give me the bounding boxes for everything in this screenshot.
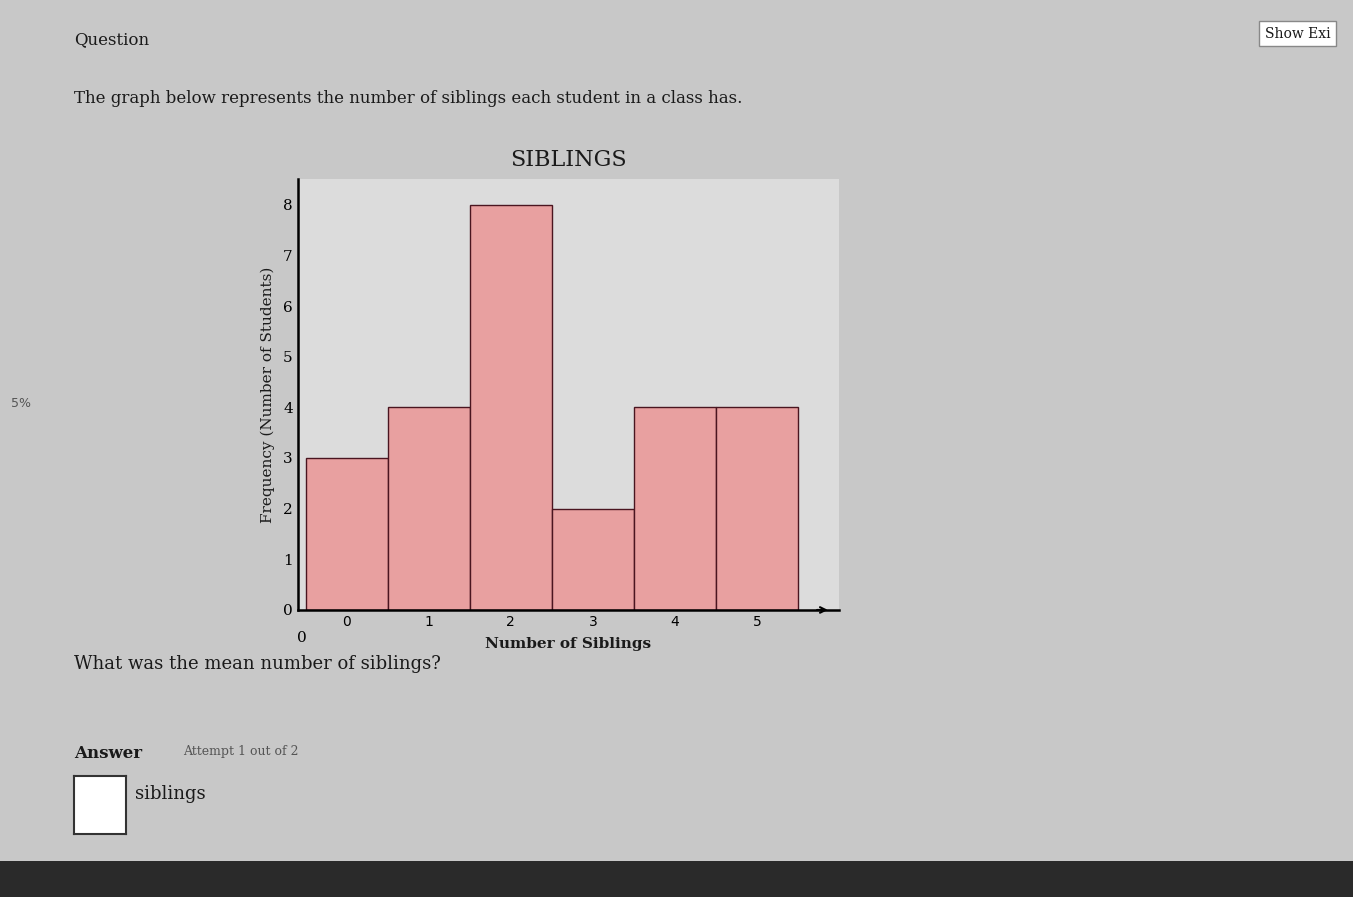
Bar (552, 509, 633, 610)
Text: Show Exi: Show Exi (1265, 27, 1331, 41)
Y-axis label: Frequency (Number of Students): Frequency (Number of Students) (260, 266, 275, 523)
Text: Attempt 1 out of 2: Attempt 1 out of 2 (183, 745, 298, 757)
Text: What was the mean number of siblings?: What was the mean number of siblings? (74, 655, 441, 673)
Bar (388, 407, 469, 610)
Text: 0: 0 (296, 631, 307, 645)
Text: siblings: siblings (135, 785, 206, 803)
Text: Question: Question (74, 31, 150, 48)
Bar (306, 458, 388, 610)
Title: SIBLINGS: SIBLINGS (510, 149, 626, 170)
Bar (716, 407, 798, 610)
Text: 5%: 5% (11, 397, 31, 410)
Text: Answer: Answer (74, 745, 142, 762)
Bar (633, 407, 716, 610)
Text: The graph below represents the number of siblings each student in a class has.: The graph below represents the number of… (74, 90, 743, 107)
X-axis label: Number of Siblings: Number of Siblings (486, 637, 651, 651)
Bar (469, 205, 552, 610)
